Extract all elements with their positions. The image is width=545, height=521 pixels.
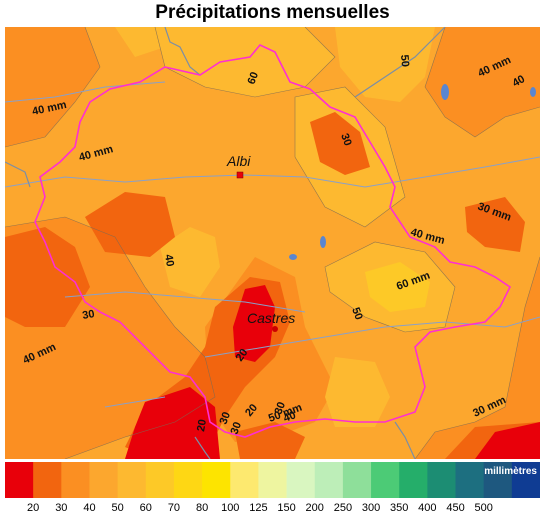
legend-tick-label: 200 xyxy=(305,502,324,514)
zone-20-se xyxy=(475,422,540,459)
contour-label: 40 xyxy=(282,409,298,424)
legend-tick-label: 40 xyxy=(83,502,96,514)
lake-icon xyxy=(289,254,297,260)
legend-swatch xyxy=(314,462,344,498)
lake-icon xyxy=(320,236,326,248)
contour-label: 30 xyxy=(229,420,244,436)
lake-icon xyxy=(441,84,449,100)
zone-north-50-60 xyxy=(155,27,335,97)
zone-west-center-50 xyxy=(160,227,220,297)
contour-label: 50 xyxy=(349,306,364,322)
lake-icon xyxy=(530,87,536,97)
legend-tick-label: 100 xyxy=(221,502,240,514)
legend-tick-label: 125 xyxy=(249,502,268,514)
legend-swatch xyxy=(455,462,485,498)
zone-top-left-50 xyxy=(115,27,165,57)
legend-swatch xyxy=(173,462,203,498)
color-legend xyxy=(5,462,540,498)
legend-tick-label: 50 xyxy=(111,502,124,514)
city-label-castres: Castres xyxy=(247,310,295,326)
contour-label: 50 xyxy=(398,54,411,67)
legend-tick-label: 20 xyxy=(27,502,40,514)
contour-label: 30 xyxy=(218,410,233,426)
legend-swatch xyxy=(258,462,288,498)
legend-swatch xyxy=(5,462,34,498)
legend-swatch xyxy=(399,462,428,498)
zone-west-30-40 xyxy=(5,27,100,147)
contour-label: 30 xyxy=(81,308,95,322)
legend-tick-label: 350 xyxy=(390,502,409,514)
zone-30-west-center xyxy=(85,192,175,257)
legend-swatch xyxy=(230,462,259,498)
legend-tick-label: 450 xyxy=(446,502,465,514)
legend-swatch xyxy=(511,462,540,498)
legend-swatch xyxy=(89,462,119,498)
legend-swatch xyxy=(286,462,316,498)
legend-ticks: 20 30 40 50 60 70 80 100 125 150 200 250 300 350 400 45… xyxy=(5,498,540,518)
contour-label: 40 xyxy=(162,253,176,267)
legend-tick-label: 400 xyxy=(418,502,437,514)
legend-unit: millimètres xyxy=(484,466,537,477)
legend-swatch xyxy=(202,462,231,498)
zone-se-30-40 xyxy=(415,257,540,459)
contour-label: 30 xyxy=(273,400,288,416)
precipitation-map: 40 mm 40 mm 40 mm 40 mm 40 mm 40 40 30 m… xyxy=(5,27,540,459)
contour-label: 40 xyxy=(511,73,528,90)
contour-label: 30 xyxy=(338,132,353,148)
zone-east-30-40 xyxy=(425,27,540,137)
legend-tick-label: 250 xyxy=(333,502,353,514)
city-marker-albi xyxy=(236,171,244,179)
legend-swatch xyxy=(342,462,372,498)
legend-tick-label: 500 xyxy=(474,502,493,514)
legend-swatch xyxy=(427,462,457,498)
legend-tick-label: 30 xyxy=(55,502,68,514)
zone-60-core xyxy=(365,262,430,312)
map-title: Précipitations mensuelles xyxy=(155,2,390,23)
department-border xyxy=(34,44,512,438)
zone-30-east xyxy=(465,197,525,252)
contour-label: 20 xyxy=(234,347,251,364)
contour-label: 60 xyxy=(246,70,261,86)
zone-20-castres xyxy=(233,285,275,362)
zone-ne-50-60 xyxy=(335,27,435,102)
city-label-albi: Albi xyxy=(226,153,251,169)
legend-swatch xyxy=(483,462,513,498)
contour-label: 20 xyxy=(195,418,209,432)
legend-swatch xyxy=(117,462,147,498)
legend-swatch xyxy=(371,462,400,498)
city-marker-castres xyxy=(272,326,278,332)
legend-swatch xyxy=(145,462,175,498)
legend-tick-label: 70 xyxy=(167,502,181,514)
zone-south-50 xyxy=(325,357,390,427)
legend-tick-label: 150 xyxy=(277,502,296,514)
legend-tick-label: 60 xyxy=(139,502,152,514)
legend-tick-label: 300 xyxy=(361,502,381,514)
zone-30-center-east xyxy=(310,112,370,175)
legend-tick-label: 80 xyxy=(195,502,209,514)
legend-swatch xyxy=(61,462,90,498)
neighbour-borders xyxy=(5,27,446,459)
rivers xyxy=(5,81,540,408)
zone-30-sw xyxy=(5,227,90,327)
legend-swatch xyxy=(33,462,62,498)
zone-30-bottom xyxy=(235,422,305,459)
